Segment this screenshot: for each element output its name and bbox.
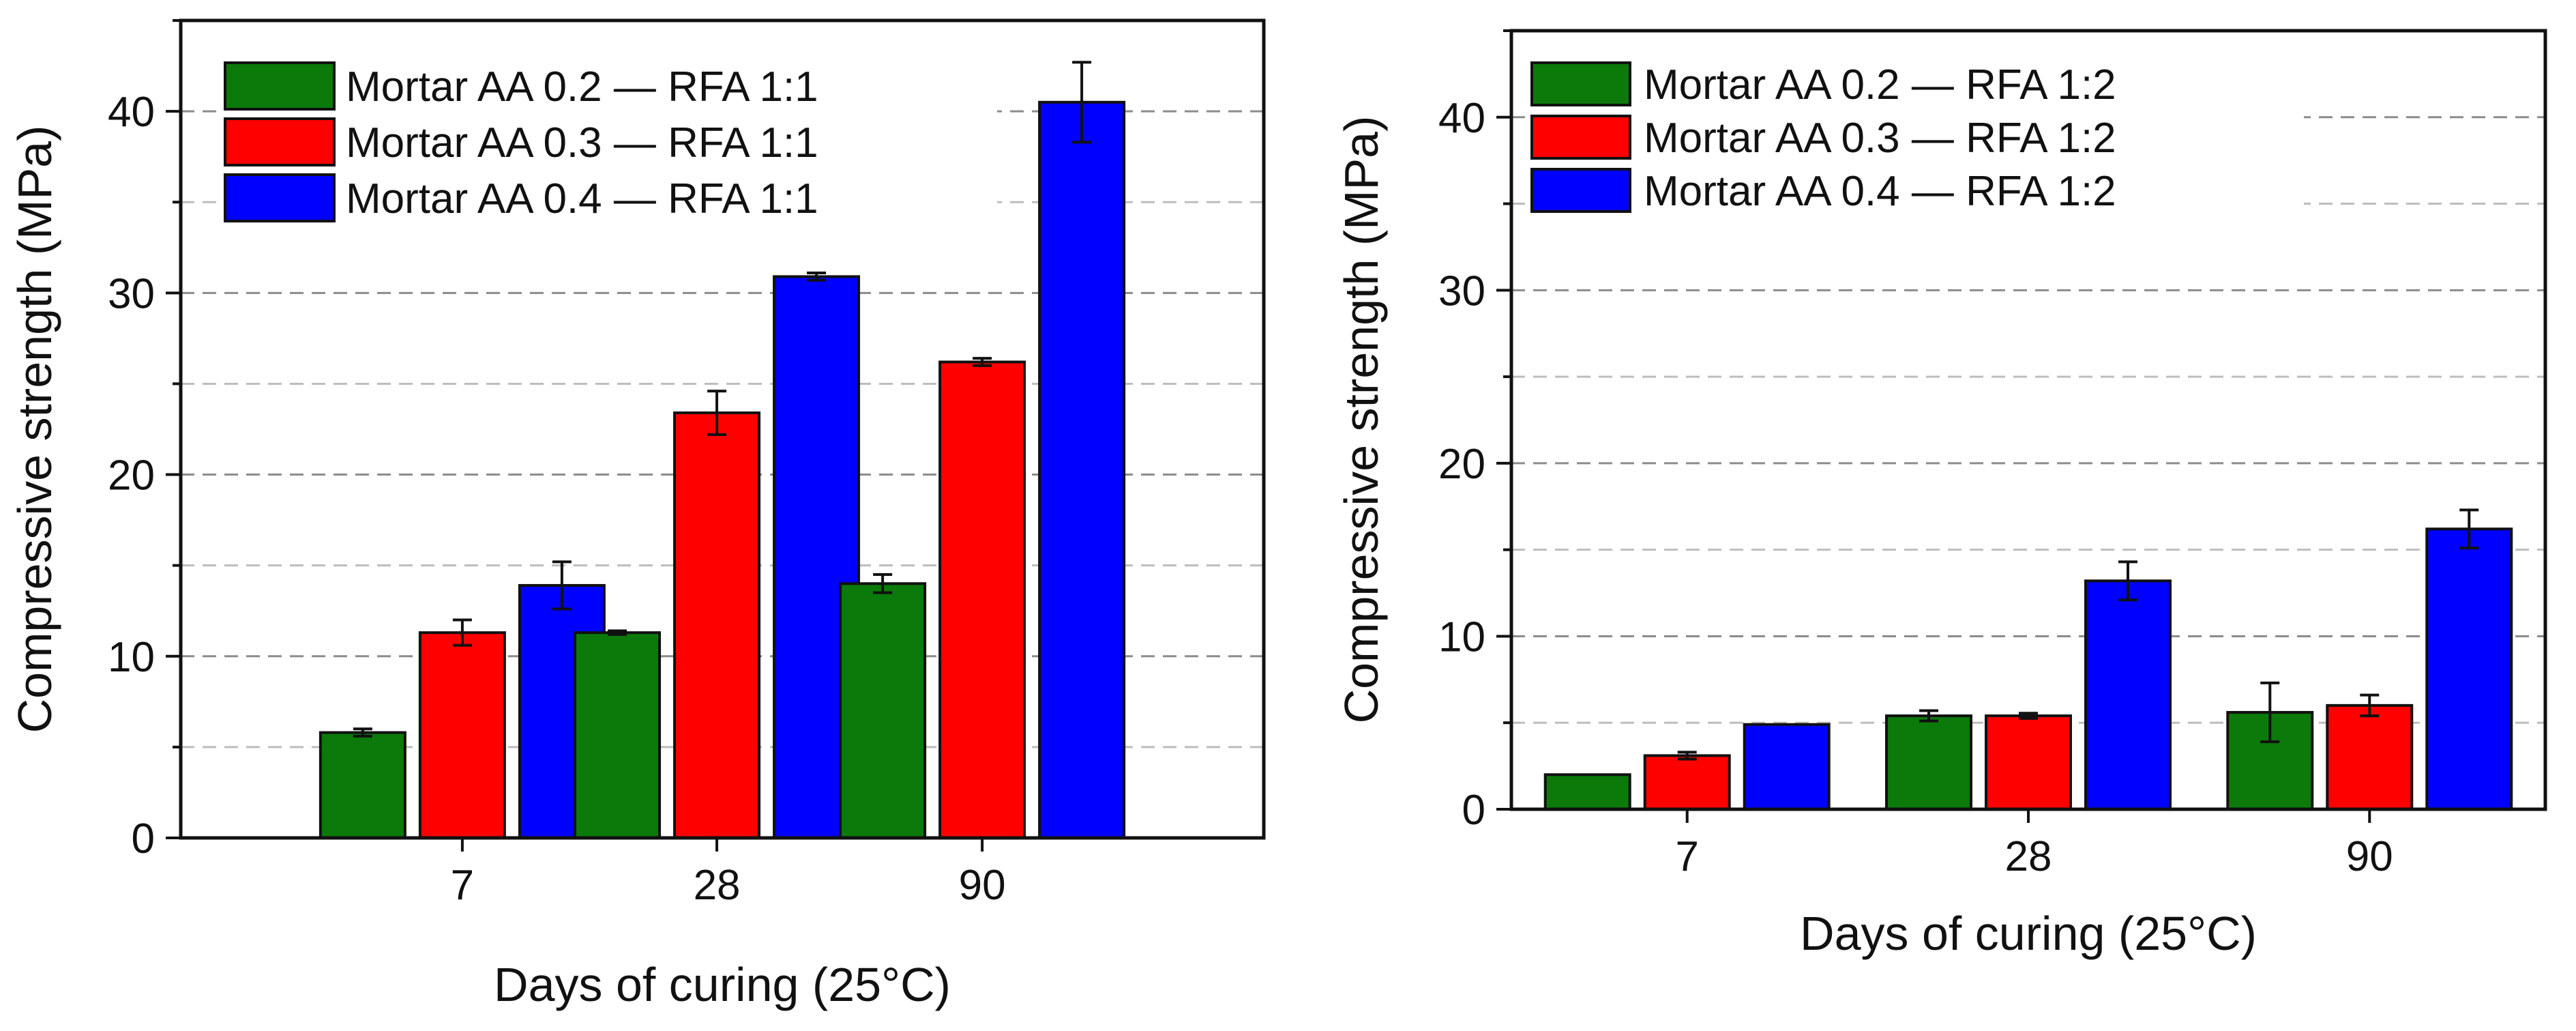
legend-swatch-1 [224, 61, 336, 111]
y-tick-label: 40 [108, 89, 155, 136]
bar-28-series-2 [1985, 714, 2072, 811]
legend-label-1: Mortar AA 0.2 — RFA 1:1 [346, 63, 818, 111]
legend-label-3: Mortar AA 0.4 — RFA 1:1 [346, 175, 818, 222]
x-axis-title: Days of curing (25°C) [494, 958, 951, 1011]
x-tick-label: 90 [959, 862, 1006, 909]
bar-7-series-2 [1643, 754, 1731, 811]
legend-label-2: Mortar AA 0.3 — RFA 1:2 [1644, 115, 2116, 162]
y-tick-label: 0 [132, 815, 155, 862]
legend-background [1526, 57, 2304, 220]
legend-background [220, 57, 997, 228]
chart-panel-1: 7 28 90 0 10 20 30 40 Mortar AA 0.2 — RFA 1:1 Mor… [8, 18, 1266, 1011]
bar-28-series-1 [1885, 714, 1972, 811]
x-tick-label: 28 [2005, 833, 2052, 880]
legend-label-1: Mortar AA 0.2 — RFA 1:2 [1644, 61, 2116, 108]
x-tick-label: 7 [1675, 833, 1698, 880]
x-tick-label: 90 [2346, 833, 2393, 880]
y-tick-label: 20 [108, 452, 155, 499]
x-tick-label: 7 [451, 862, 474, 909]
y-tick-label: 10 [108, 634, 155, 681]
bar-28-series-3 [2084, 579, 2172, 811]
y-tick-label: 20 [1438, 441, 1485, 488]
y-axis-title: Compressive strength (MPa) [8, 126, 61, 734]
bar-90-series-2 [2326, 703, 2414, 811]
y-tick-label: 30 [108, 270, 155, 317]
legend-swatch-2 [224, 117, 336, 166]
y-tick-label: 30 [1438, 267, 1485, 315]
bar-90-series-1 [839, 582, 927, 839]
y-tick-label: 40 [1438, 95, 1485, 142]
legend-swatch-2 [1530, 115, 1631, 160]
legend-label-2: Mortar AA 0.3 — RFA 1:1 [346, 119, 818, 166]
bar-90-series-3 [1038, 100, 1126, 839]
bar-7-series-2 [418, 631, 506, 839]
plot-frame [1509, 29, 2547, 811]
plot-frame [179, 18, 1266, 840]
bar-7-series-1 [1543, 773, 1631, 811]
bar-28-series-1 [574, 631, 662, 839]
legend-swatch-1 [1530, 61, 1631, 106]
legend-swatch-3 [1530, 168, 1631, 213]
y-tick-label: 0 [1462, 787, 1485, 834]
legend-swatch-3 [224, 173, 336, 222]
legend-label-3: Mortar AA 0.4 — RFA 1:2 [1644, 168, 2116, 215]
bar-28-series-2 [673, 411, 761, 839]
bar-90-series-3 [2425, 527, 2513, 811]
chart-panel-2: 7 28 90 0 10 20 30 40 Mortar AA 0.2 — RFA 1:2 Mor… [1335, 29, 2547, 960]
y-axis-title: Compressive strength (MPa) [1335, 116, 1388, 724]
x-tick-label: 28 [694, 862, 741, 909]
y-tick-label: 10 [1438, 613, 1485, 660]
bar-7-series-3 [1743, 723, 1831, 811]
bar-90-series-2 [938, 360, 1026, 839]
bar-7-series-1 [319, 731, 406, 839]
x-axis-title: Days of curing (25°C) [1800, 907, 2257, 960]
